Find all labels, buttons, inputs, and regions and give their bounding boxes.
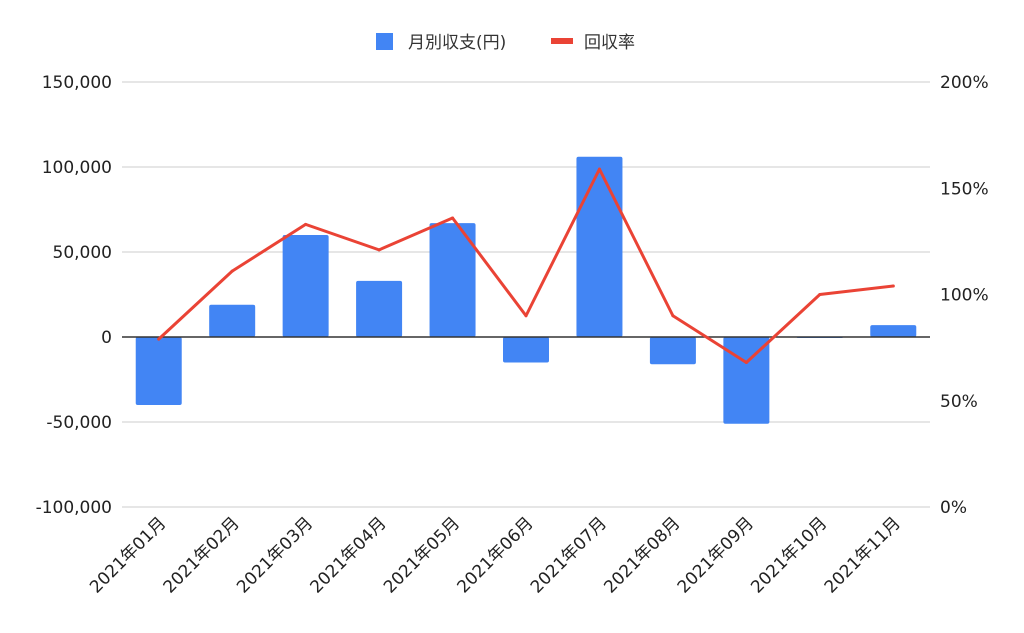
left-tick-label: 150,000 [42, 73, 112, 93]
left-tick-label: 100,000 [42, 158, 112, 178]
line-path [157, 167, 895, 364]
line-point [671, 314, 675, 318]
bar [135, 337, 182, 405]
legend: 月別収支(円) 回収率 [376, 33, 635, 53]
right-tick-label: 0% [940, 498, 967, 518]
x-tick-label: 2021年04月 [307, 513, 391, 597]
legend-swatch-line [551, 38, 573, 44]
line-point [744, 361, 748, 364]
bar [723, 337, 770, 424]
x-tick-label: 2021年10月 [747, 513, 831, 597]
line-series [157, 167, 895, 364]
line-point [524, 314, 528, 318]
left-axis: 150,000 100,000 50,000 0 -50,000 -100,000 [36, 73, 112, 518]
gridlines [122, 81, 930, 508]
x-tick-label: 2021年05月 [380, 513, 464, 597]
right-axis: 200% 150% 100% 50% 0% [940, 73, 989, 518]
line-point [230, 269, 234, 273]
legend-swatch-bar [376, 33, 393, 50]
bar [429, 223, 476, 337]
line-point [597, 167, 601, 171]
x-tick-label: 2021年01月 [86, 513, 170, 597]
right-tick-label: 200% [940, 73, 989, 93]
right-tick-label: 150% [940, 179, 989, 199]
bar [282, 235, 329, 337]
x-tick-label: 2021年11月 [821, 513, 905, 597]
bar [503, 337, 549, 363]
legend-label-line: 回収率 [584, 33, 635, 53]
left-tick-label: -50,000 [46, 413, 112, 433]
x-tick-label: 2021年08月 [600, 513, 684, 597]
x-tick-label: 2021年02月 [160, 513, 244, 597]
line-point [157, 337, 161, 341]
bar [209, 304, 256, 337]
x-tick-label: 2021年09月 [674, 513, 758, 597]
left-tick-label: -100,000 [36, 498, 112, 518]
right-tick-label: 50% [940, 392, 978, 412]
left-tick-label: 0 [101, 328, 112, 348]
bar [356, 280, 403, 337]
right-tick-label: 100% [940, 286, 989, 306]
x-tick-label: 2021年06月 [453, 513, 537, 597]
line-point [304, 222, 308, 226]
bar [870, 325, 917, 337]
bar-series [135, 156, 917, 424]
x-tick-label: 2021年07月 [527, 513, 611, 597]
x-axis: 2021年01月2021年02月2021年03月2021年04月2021年05月… [86, 513, 905, 597]
line-point [891, 284, 895, 288]
legend-label-bar: 月別収支(円) [408, 33, 506, 53]
line-point [451, 216, 455, 220]
line-point [818, 293, 822, 296]
line-point [377, 248, 381, 252]
x-tick-label: 2021年03月 [233, 513, 317, 597]
bar [649, 337, 696, 365]
bar [576, 156, 623, 337]
left-tick-label: 50,000 [53, 243, 112, 263]
